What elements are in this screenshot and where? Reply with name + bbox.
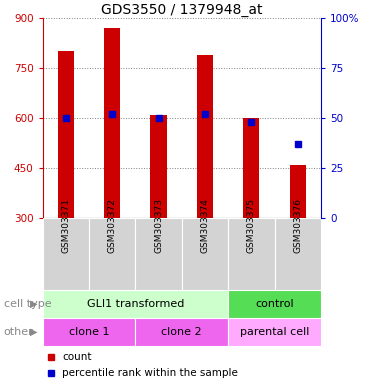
Bar [43, 218, 89, 290]
Text: cell type: cell type [4, 299, 51, 309]
Text: GSM303376: GSM303376 [293, 197, 302, 253]
Bar [182, 218, 228, 290]
Text: GSM303373: GSM303373 [154, 197, 163, 253]
Text: count: count [62, 352, 92, 362]
Text: percentile rank within the sample: percentile rank within the sample [62, 368, 238, 378]
Bar [135, 218, 182, 290]
Bar [228, 218, 275, 290]
Text: GSM303371: GSM303371 [61, 197, 70, 253]
Bar [43, 318, 135, 346]
Text: other: other [4, 327, 33, 337]
Bar [104, 28, 120, 218]
Bar [228, 318, 321, 346]
Text: clone 1: clone 1 [69, 327, 109, 337]
Text: GLI1 transformed: GLI1 transformed [87, 299, 184, 309]
Bar [228, 290, 321, 318]
Text: clone 2: clone 2 [161, 327, 202, 337]
Title: GDS3550 / 1379948_at: GDS3550 / 1379948_at [101, 3, 263, 17]
Text: parental cell: parental cell [240, 327, 309, 337]
Bar [275, 218, 321, 290]
Text: ▶: ▶ [30, 299, 38, 309]
Bar [197, 55, 213, 218]
Text: ▶: ▶ [30, 327, 38, 337]
Text: GSM303372: GSM303372 [108, 198, 117, 253]
Text: GSM303374: GSM303374 [200, 198, 210, 253]
Bar [290, 165, 306, 218]
Bar [43, 290, 228, 318]
Text: control: control [255, 299, 294, 309]
Bar [243, 118, 259, 218]
Bar [89, 218, 135, 290]
Bar [151, 115, 167, 218]
Text: GSM303375: GSM303375 [247, 197, 256, 253]
Bar [58, 51, 74, 218]
Bar [135, 318, 228, 346]
